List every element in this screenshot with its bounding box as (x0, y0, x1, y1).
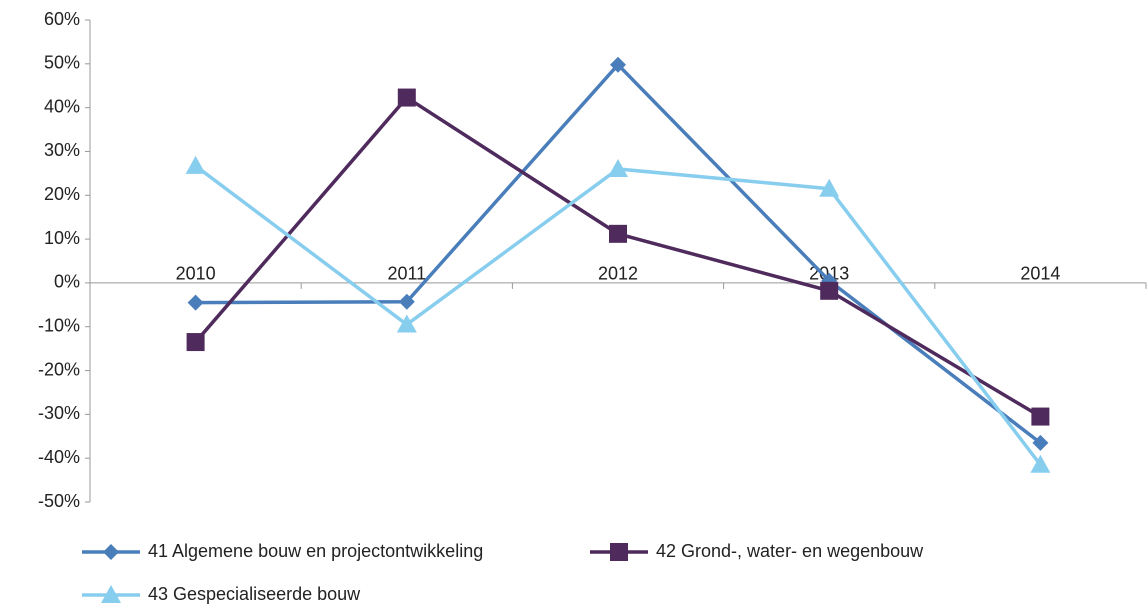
legend-label: 41 Algemene bouw en projectontwikkeling (148, 541, 483, 561)
y-tick-label: -20% (38, 359, 80, 379)
legend-label: 42 Grond-, water- en wegenbouw (656, 541, 924, 561)
y-tick-label: -50% (38, 491, 80, 511)
marker (608, 158, 628, 177)
marker (397, 88, 416, 107)
marker (103, 544, 119, 560)
marker (186, 333, 205, 352)
marker (1030, 454, 1051, 473)
marker (185, 155, 206, 174)
marker (1031, 407, 1050, 426)
marker (610, 543, 628, 561)
x-tick-label: 2014 (1020, 264, 1060, 284)
series-line (194, 164, 1042, 466)
y-tick-label: 40% (44, 96, 80, 116)
marker (398, 293, 415, 310)
marker (610, 56, 626, 73)
marker (187, 294, 204, 311)
legend-label: 43 Gespecialiseerde bouw (148, 584, 361, 604)
y-tick-label: 60% (44, 9, 80, 29)
y-tick-label: -10% (38, 315, 80, 335)
y-tick-label: 10% (44, 228, 80, 248)
marker (101, 585, 121, 603)
marker (819, 178, 840, 197)
marker (820, 281, 839, 300)
marker (609, 224, 627, 243)
y-tick-label: -40% (38, 447, 80, 467)
y-tick-label: 50% (44, 53, 80, 73)
y-tick-label: 0% (54, 272, 80, 292)
series-line (195, 62, 1042, 445)
x-tick-label: 2012 (598, 264, 638, 284)
y-tick-label: 30% (44, 140, 80, 160)
x-tick-label: 2011 (387, 264, 426, 284)
x-tick-label: 2010 (176, 264, 216, 284)
series-line (194, 95, 1042, 419)
y-tick-label: 20% (44, 184, 80, 204)
y-tick-label: -30% (38, 403, 80, 423)
marker (396, 314, 417, 333)
marker (1032, 434, 1049, 451)
